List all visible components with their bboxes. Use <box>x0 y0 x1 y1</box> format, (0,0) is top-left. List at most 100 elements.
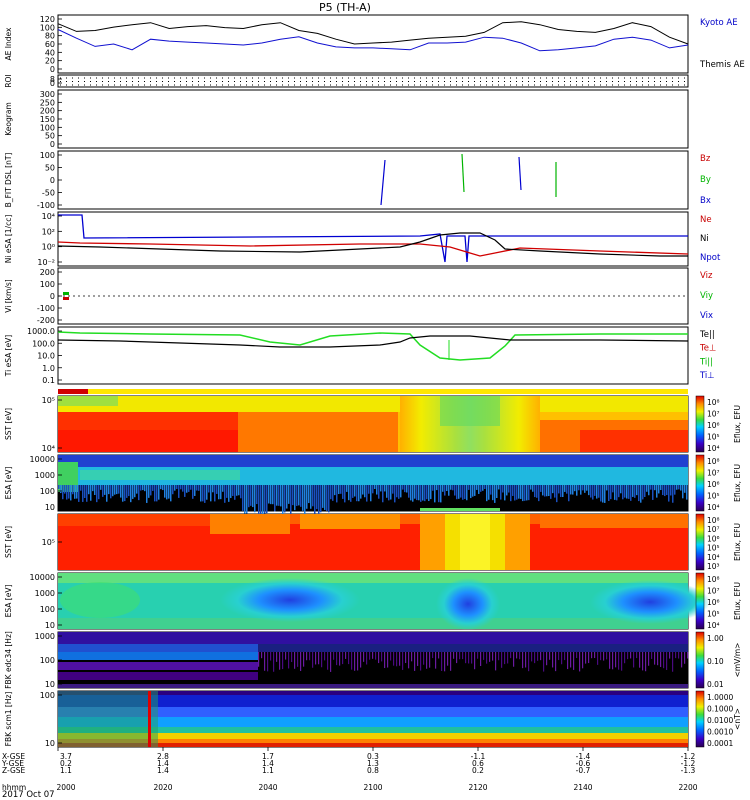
fbk-noise-strip <box>408 652 410 669</box>
fbk-noise-strip <box>462 652 464 660</box>
fbk-noise-strip <box>483 652 485 660</box>
esa-noise-strip <box>680 485 682 491</box>
esa-noise-strip <box>422 485 424 501</box>
fbk-noise-strip <box>573 652 575 670</box>
esa-noise-strip <box>236 485 238 496</box>
fbk-noise-strip <box>294 652 296 669</box>
esa-noise-strip <box>646 485 648 492</box>
esa-noise-strip <box>416 485 418 501</box>
fbk-noise-strip <box>600 652 602 661</box>
esa-noise-strip <box>648 485 650 496</box>
colorbar-esa_e <box>695 454 705 512</box>
fbk-noise-strip <box>333 652 335 660</box>
esa-noise-strip <box>60 485 62 494</box>
esa-noise-strip <box>480 485 482 492</box>
esa-noise-strip <box>252 485 254 508</box>
ephem-value: 1.4 <box>157 759 169 768</box>
esa-noise-strip <box>440 485 442 503</box>
esa-noise-strip <box>348 485 350 501</box>
x-tick: 2000 <box>56 783 75 792</box>
hhmm-label: hhmm <box>2 783 26 792</box>
panel-frame-bfit <box>57 150 689 210</box>
esa-noise-strip <box>446 485 448 491</box>
fbk-noise-strip <box>285 652 287 660</box>
esa-noise-strip <box>438 485 440 503</box>
ephem-value: -1.4 <box>576 752 591 761</box>
legend-ti: Ti⊥ <box>699 371 715 381</box>
esa-noise-strip <box>482 485 484 491</box>
esa-noise-strip <box>640 485 642 503</box>
legend-ti: Ti|| <box>699 357 713 367</box>
esa-noise-strip <box>536 485 538 498</box>
x-tick: 2020 <box>153 783 172 792</box>
npot-line <box>58 214 688 263</box>
roi-dots <box>60 77 686 86</box>
ylabel-sst_i: SST [eV] <box>4 526 13 558</box>
legend-vi: Viz <box>700 271 713 281</box>
fbk-noise-strip <box>459 652 461 660</box>
esa-noise-strip <box>266 485 268 514</box>
esa-noise-strip <box>586 485 588 491</box>
viy-marker <box>63 292 69 295</box>
ytick-keogram: 100 <box>40 123 55 132</box>
ylabel-roi: ROI <box>4 74 13 87</box>
esa-noise-strip <box>390 485 392 500</box>
esa-noise-strip <box>620 485 622 494</box>
esa-noise-strip <box>234 485 236 500</box>
fbk-noise-strip <box>378 652 380 664</box>
esa-noise-strip <box>524 485 526 501</box>
fbk-noise-strip <box>522 652 524 669</box>
fbk-noise-strip <box>276 652 278 662</box>
esa-noise-strip <box>598 485 600 498</box>
esa-noise-strip <box>216 485 218 494</box>
esa-noise-strip <box>94 485 96 495</box>
esa-noise-strip <box>102 485 104 497</box>
fbk-noise-strip <box>612 652 614 670</box>
x-tick: 2140 <box>573 783 592 792</box>
esa-noise-strip <box>410 485 412 501</box>
fbk-noise-strip <box>498 652 500 661</box>
esa-noise-strip <box>116 485 118 495</box>
ephem-value: -1.1 <box>471 752 486 761</box>
esa-noise-strip <box>522 485 524 502</box>
esa-noise-strip <box>222 485 224 492</box>
esa-noise-strip <box>182 485 184 492</box>
ephem-value: 0.8 <box>367 766 379 775</box>
esa-noise-strip <box>650 485 652 490</box>
fbk-noise-strip <box>432 652 434 659</box>
esa-noise-strip <box>284 485 286 513</box>
te-parallel-line <box>57 335 689 348</box>
esa-noise-strip <box>428 485 430 502</box>
esa-noise-strip <box>324 485 326 510</box>
fbk-noise-strip <box>381 652 383 662</box>
esa-noise-strip <box>528 485 530 501</box>
esa-noise-strip <box>240 485 242 499</box>
fbk-noise-strip <box>288 652 290 669</box>
sst-ion-spectrogram <box>58 514 688 570</box>
esa-noise-strip <box>554 485 556 498</box>
fbk-noise-strip <box>291 652 293 663</box>
esa-noise-strip <box>140 485 142 491</box>
fbk-noise-strip <box>399 652 401 666</box>
ytick-vi: 200 <box>40 268 55 277</box>
cbar-tick-fbk2: 1.0000 <box>707 693 733 702</box>
esa-noise-strip <box>406 485 408 493</box>
esa-noise-strip <box>412 485 414 502</box>
esa-noise-strip <box>530 485 532 490</box>
esa-noise-strip <box>432 485 434 491</box>
esa-noise-strip <box>606 485 608 491</box>
ytick-ae: 60 <box>45 40 55 49</box>
fbk-noise-strip <box>687 652 689 659</box>
esa-noise-strip <box>660 485 662 491</box>
esa-noise-strip <box>62 485 64 500</box>
esa-noise-strip <box>500 485 502 500</box>
legend-ni: Ni <box>700 234 709 244</box>
ytick-ti: 100.0 <box>32 339 55 348</box>
ytick-esa_e: 10000 <box>30 455 55 464</box>
esa-noise-strip <box>404 485 406 493</box>
density-series <box>57 214 689 263</box>
fbk-noise-strip <box>654 652 656 665</box>
panel-frame-keogram <box>57 89 689 149</box>
esa-noise-strip <box>264 485 266 514</box>
